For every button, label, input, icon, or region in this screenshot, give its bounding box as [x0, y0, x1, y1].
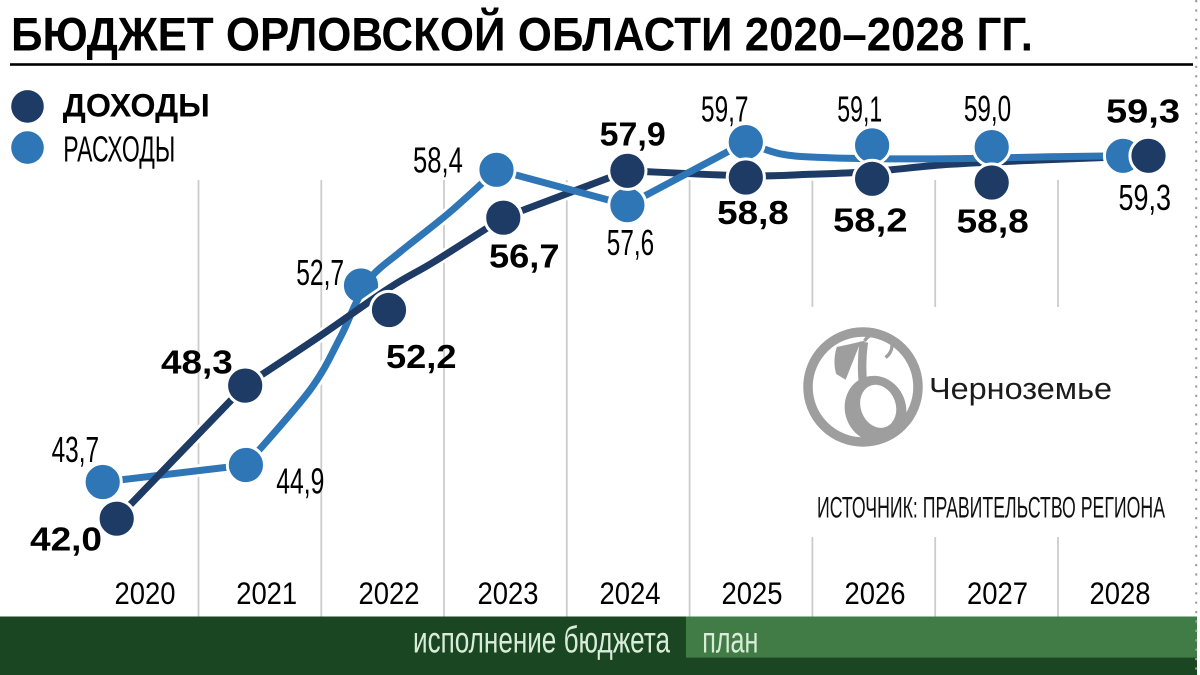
svg-text:52,7: 52,7 — [296, 252, 344, 293]
svg-text:57,9: 57,9 — [600, 116, 666, 153]
svg-text:2024: 2024 — [600, 575, 661, 611]
svg-text:план: план — [702, 619, 758, 660]
svg-text:58,2: 58,2 — [833, 201, 908, 238]
svg-text:42,0: 42,0 — [30, 521, 102, 558]
svg-text:2022: 2022 — [359, 575, 420, 611]
svg-text:2027: 2027 — [967, 575, 1028, 611]
svg-text:Черноземье: Черноземье — [929, 372, 1112, 406]
svg-text:БЮДЖЕТ ОРЛОВСКОЙ ОБЛАСТИ 2020–: БЮДЖЕТ ОРЛОВСКОЙ ОБЛАСТИ 2020–2028 ГГ. — [11, 8, 1033, 61]
svg-text:52,2: 52,2 — [386, 338, 457, 375]
svg-text:58,4: 58,4 — [413, 140, 463, 181]
svg-text:ДОХОДЫ: ДОХОДЫ — [63, 87, 210, 123]
svg-text:59,0: 59,0 — [964, 88, 1011, 129]
svg-text:56,7: 56,7 — [489, 237, 560, 274]
svg-text:2028: 2028 — [1090, 575, 1151, 611]
svg-text:2023: 2023 — [478, 575, 539, 611]
svg-text:2020: 2020 — [115, 575, 176, 611]
svg-text:48,3: 48,3 — [161, 344, 233, 381]
svg-text:2021: 2021 — [236, 575, 297, 611]
svg-text:57,6: 57,6 — [607, 222, 654, 263]
svg-text:58,8: 58,8 — [717, 194, 789, 231]
svg-text:59,1: 59,1 — [837, 88, 882, 129]
svg-text:РАСХОДЫ: РАСХОДЫ — [63, 128, 175, 169]
svg-text:59,7: 59,7 — [701, 88, 749, 129]
svg-text:59,3: 59,3 — [1106, 93, 1180, 130]
svg-text:ИСТОЧНИК: ПРАВИТЕЛЬСТВО РЕГИОН: ИСТОЧНИК: ПРАВИТЕЛЬСТВО РЕГИОНА — [817, 491, 1165, 524]
svg-text:2025: 2025 — [722, 575, 783, 611]
svg-text:59,3: 59,3 — [1119, 177, 1172, 218]
svg-text:58,8: 58,8 — [957, 203, 1029, 240]
svg-text:2026: 2026 — [845, 575, 906, 611]
svg-text:исполнение бюджета: исполнение бюджета — [413, 619, 670, 660]
svg-text:43,7: 43,7 — [52, 429, 100, 470]
svg-text:44,9: 44,9 — [276, 461, 324, 502]
